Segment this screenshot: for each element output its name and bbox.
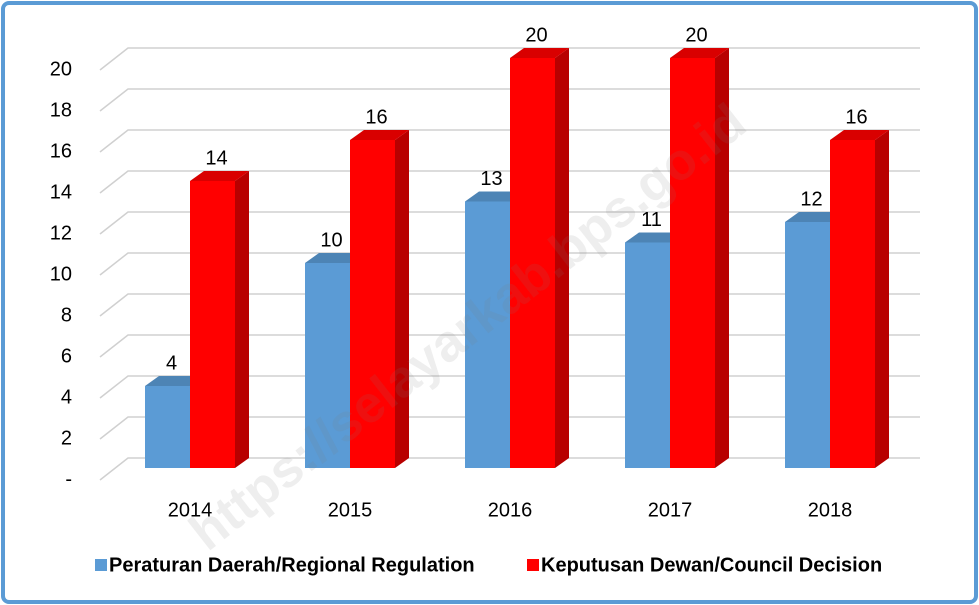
y-tick-label: 12: [50, 222, 72, 244]
x-tick-label: 2016: [488, 499, 533, 521]
grid-line: [99, 170, 920, 194]
bar: [670, 48, 729, 468]
data-label: 4: [166, 352, 177, 374]
bar-side: [875, 130, 889, 468]
bar-top: [145, 376, 204, 386]
data-label: 13: [480, 168, 502, 190]
y-tick-label: 8: [61, 304, 72, 326]
legend-label: Peraturan Daerah/Regional Regulation: [109, 554, 475, 576]
data-label: 20: [525, 24, 547, 46]
bar: [350, 130, 409, 468]
bar-side: [395, 130, 409, 468]
bar-front: [785, 222, 830, 468]
y-tick-label: 18: [50, 99, 72, 121]
data-label: 10: [320, 229, 342, 251]
bar-top: [625, 232, 684, 243]
legend-swatch: [527, 559, 539, 571]
y-tick-label: 16: [50, 140, 72, 162]
bar-top: [670, 48, 729, 58]
y-tick-label: 14: [50, 181, 72, 203]
bar-top: [785, 212, 844, 222]
bar-front: [190, 181, 235, 468]
bar-front: [350, 140, 395, 468]
bar-top: [830, 130, 889, 140]
x-tick-label: 2018: [808, 499, 853, 521]
data-label: 16: [845, 106, 867, 128]
x-tick-label: 2015: [328, 499, 373, 521]
bar-front: [670, 58, 715, 468]
bar-front: [465, 201, 510, 468]
bar-side: [555, 48, 569, 468]
bar: [510, 48, 569, 468]
bar-front: [830, 140, 875, 468]
y-tick-label: 2: [61, 427, 72, 449]
bar-front: [625, 242, 670, 468]
data-label: 16: [365, 106, 387, 128]
grid-line: [99, 47, 920, 71]
bar-top: [350, 130, 409, 140]
bar: [190, 171, 249, 468]
data-label: 11: [641, 209, 662, 231]
bar-top: [305, 253, 364, 263]
bar-top: [510, 48, 569, 58]
x-tick-label: 2017: [648, 499, 693, 521]
bar-front: [145, 386, 190, 468]
y-tick-label: 20: [50, 58, 72, 80]
grid-line: [99, 88, 920, 112]
x-tick-label: 2014: [168, 499, 213, 521]
y-tick-label: 10: [50, 263, 72, 285]
bar-front: [305, 263, 350, 468]
y-tick-label: 4: [61, 386, 72, 408]
bar-front: [510, 58, 555, 468]
grid-line: [99, 211, 920, 235]
bar-top: [465, 191, 524, 202]
data-label: 12: [800, 188, 822, 210]
data-label: 20: [685, 24, 707, 46]
legend-swatch: [95, 559, 107, 571]
data-label: 14: [205, 147, 227, 169]
bar: [830, 130, 889, 468]
legend-label: Keputusan Dewan/Council Decision: [541, 554, 882, 576]
bar-side: [235, 171, 249, 468]
grid-line: [99, 129, 920, 153]
y-tick-label: -: [65, 468, 72, 490]
bar-side: [715, 48, 729, 468]
bar-top: [190, 171, 249, 181]
y-tick-label: 6: [61, 345, 72, 367]
